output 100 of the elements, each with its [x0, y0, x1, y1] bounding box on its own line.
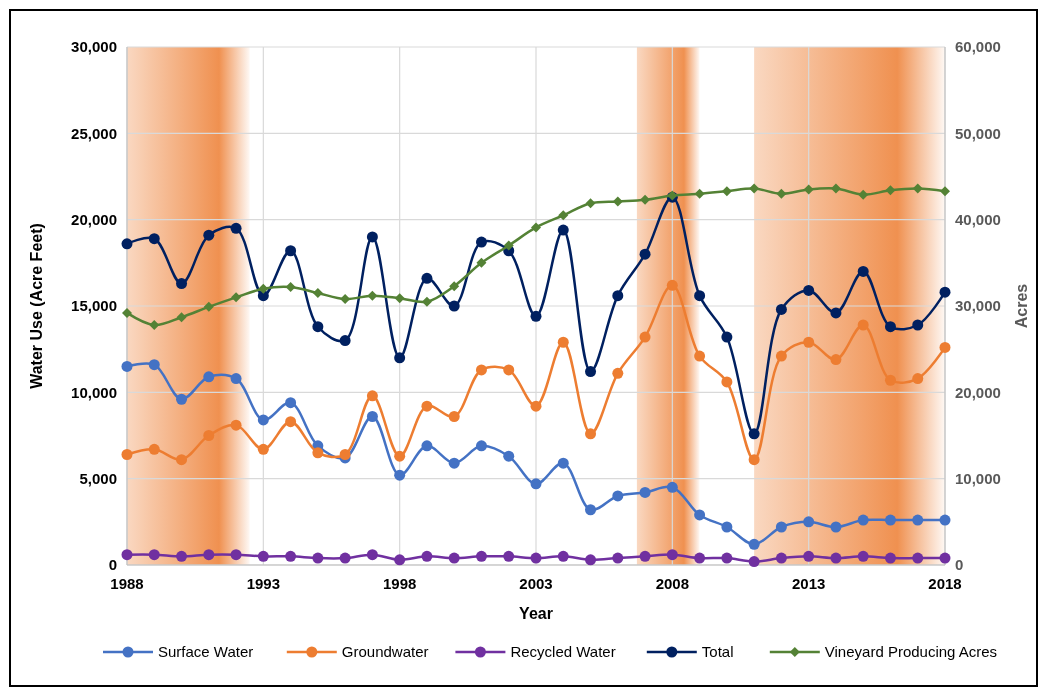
point [366, 549, 378, 561]
point [830, 183, 841, 194]
y-tick-label: 15,000 [71, 297, 117, 315]
point [503, 364, 515, 376]
point [203, 371, 215, 383]
point [339, 552, 351, 564]
point [230, 419, 242, 431]
point [258, 283, 269, 294]
point [721, 521, 733, 533]
point [857, 514, 869, 526]
point [612, 552, 624, 564]
point [803, 516, 815, 528]
legend-label: Surface Water [158, 643, 254, 661]
x-axis-title: Year [519, 605, 553, 622]
point [285, 397, 297, 409]
point [476, 257, 487, 268]
point [939, 514, 951, 526]
legend-label: Recycled Water [510, 643, 616, 661]
y2-axis-title: Acres [1013, 283, 1030, 329]
point [775, 521, 787, 533]
point [694, 350, 706, 362]
point [639, 550, 651, 562]
point [612, 367, 624, 379]
point [557, 224, 569, 236]
point [530, 400, 542, 412]
point [912, 373, 924, 385]
point [148, 233, 160, 245]
y2-tick-label: 0 [955, 556, 964, 574]
y2-tick-label: 30,000 [955, 297, 1001, 315]
point [339, 335, 351, 347]
point [421, 272, 433, 284]
point [449, 281, 460, 292]
point [585, 366, 597, 378]
point [939, 552, 951, 564]
point [884, 514, 896, 526]
point [148, 443, 160, 455]
point [858, 189, 869, 200]
point [884, 374, 896, 386]
x-tick-label: 1993 [246, 575, 281, 592]
point [148, 549, 160, 561]
point [121, 238, 133, 250]
point [285, 550, 297, 562]
point [394, 554, 406, 566]
point [694, 290, 706, 302]
point [557, 336, 569, 348]
point [639, 248, 651, 260]
y-axis-title: Water Use (Acre Feet) [28, 223, 45, 389]
point [394, 352, 406, 364]
legend-label: Vineyard Producing Acres [824, 643, 998, 661]
x-tick-label: 2008 [655, 575, 690, 592]
point [803, 336, 815, 348]
point [721, 186, 732, 197]
point [557, 550, 569, 562]
point [857, 265, 869, 277]
point [748, 428, 760, 440]
x-tick-label: 2013 [791, 575, 826, 592]
point [776, 188, 787, 199]
point [585, 198, 596, 209]
point [176, 550, 188, 562]
point [312, 447, 324, 459]
point [176, 278, 188, 290]
point [803, 284, 815, 296]
point [121, 360, 133, 372]
point [230, 549, 242, 561]
point [857, 550, 869, 562]
point [558, 210, 569, 221]
point [421, 296, 432, 307]
point [775, 303, 787, 315]
point [257, 550, 269, 562]
point [640, 194, 651, 205]
point [612, 490, 624, 502]
point [122, 307, 132, 318]
point [694, 188, 705, 199]
point [530, 310, 542, 322]
point [912, 183, 923, 194]
point [884, 321, 896, 333]
point [912, 319, 924, 331]
point [666, 279, 678, 291]
x-tick-label: 2018 [928, 575, 962, 592]
point [148, 359, 160, 371]
point [176, 312, 187, 323]
point [612, 290, 624, 302]
point [475, 550, 487, 562]
point [885, 185, 896, 196]
x-tick-label: 1988 [110, 575, 144, 592]
point [448, 457, 460, 469]
point [285, 416, 297, 428]
point [121, 448, 133, 460]
point [394, 450, 406, 462]
point [448, 411, 460, 423]
y-tick-label: 25,000 [71, 124, 117, 142]
point [748, 454, 760, 466]
point [448, 300, 460, 312]
point [312, 321, 324, 333]
point [721, 331, 733, 343]
point [231, 292, 242, 303]
point [748, 538, 760, 550]
point [939, 341, 951, 353]
point [203, 229, 215, 241]
point [803, 184, 814, 195]
